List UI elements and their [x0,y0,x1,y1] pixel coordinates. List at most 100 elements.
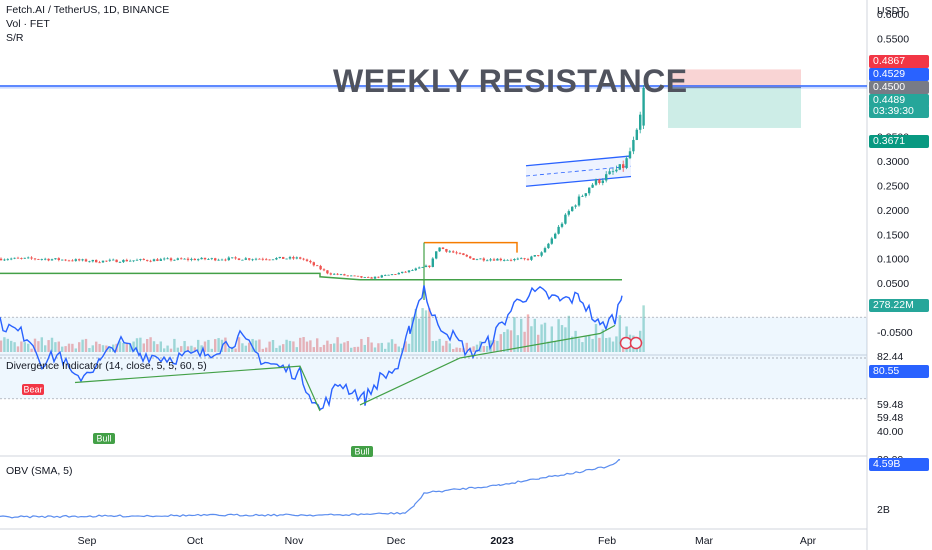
orange-level-line[interactable] [424,241,518,253]
volume-bar [193,347,196,352]
candle [373,276,377,280]
volume-bar [105,345,108,352]
legend-sr[interactable]: S/R [6,32,24,44]
candle [142,258,145,261]
candle [418,266,421,269]
volume-bar [615,336,618,352]
price-tick-label: -0.0500 [877,327,913,339]
divergence-label[interactable]: Bear [22,384,44,395]
candle [50,258,54,261]
support-line-1[interactable] [0,272,361,281]
event-flag-icon[interactable] [629,336,643,350]
candle [452,250,455,254]
volume-bar [271,340,275,352]
volume-bar [207,339,210,352]
candle [237,258,241,261]
volume-bar [244,345,247,352]
volume-bar [237,337,241,352]
volume-bar [180,346,183,352]
candle [173,259,176,261]
legend-volume[interactable]: Vol · FET [6,18,50,30]
candle [288,255,292,260]
candle [3,258,6,261]
candle [339,273,343,276]
candle [10,257,13,261]
volume-bar [448,343,451,352]
stop-loss-zone[interactable] [668,69,801,88]
candle [78,258,81,262]
volume-bar [353,346,356,352]
candle [380,274,383,279]
candle [139,258,142,262]
divergence-label[interactable]: Bull [93,433,115,444]
obv-title[interactable]: OBV (SMA, 5) [6,465,73,477]
candle [67,259,71,262]
volume-bar [322,344,326,352]
volume-bar [360,338,363,352]
volume-bar [339,343,343,352]
volume-bar [98,343,101,352]
volume-bar [108,348,111,352]
volume-bar [329,343,332,352]
volume-bar [200,345,203,352]
volume-bar [135,338,139,352]
volume-bar [261,348,264,352]
candle [577,194,581,207]
volume-bar [611,341,615,352]
volume-bar [404,341,407,352]
time-tick-label: 2023 [490,535,514,547]
candle [122,259,125,264]
volume-bar [163,348,166,352]
volume-bar [503,331,506,352]
volume-bar [142,343,145,352]
volume-bar [343,342,346,352]
candle [326,270,329,275]
volume-bar [594,323,598,352]
volume-bar [13,342,16,352]
candle [445,248,448,253]
volume-bar [61,346,64,352]
candle [523,257,526,261]
badge-entry: 0.4500 [869,81,929,94]
legend-symbol[interactable]: Fetch.AI / TetherUS, 1D, BINANCE [6,4,170,16]
grid-layer [0,0,868,550]
candle [227,256,230,262]
candle [200,257,203,260]
volume-bar [231,346,234,352]
volume-bar [81,339,84,352]
volume-bar [316,338,319,352]
candle [312,261,315,267]
rsi-tick-label: 40.00 [877,426,903,438]
volume-bar [574,330,577,352]
volume-bar [183,341,186,352]
position-zones[interactable] [668,69,801,128]
volume-bar [414,309,417,352]
volume-bar [373,347,377,352]
divergence-label[interactable]: Bull [351,446,373,457]
candle [64,259,67,262]
channel-upper[interactable] [525,155,632,167]
weekly-resistance-headline: WEEKLY RESISTANCE [333,63,688,99]
divergence-title[interactable]: Divergence Indicator (14, close, 5, 5, 6… [6,360,207,372]
candle [193,257,196,261]
candle [6,258,9,261]
volume-bar [326,340,329,352]
volume-bar [513,317,516,352]
candle [588,187,591,196]
candle [516,257,519,261]
volume-bar [394,343,397,352]
candle [207,258,210,260]
volume-bar [428,308,431,352]
take-profit-zone[interactable] [668,87,801,128]
candle [224,258,227,262]
volume-bar [523,331,526,352]
candle [152,258,156,262]
level-lines[interactable] [0,85,867,300]
candle [244,256,247,261]
volume-bar [401,348,404,352]
candle [329,272,332,276]
candle [214,257,217,262]
candle [448,250,451,253]
channel-lower[interactable] [525,175,632,187]
